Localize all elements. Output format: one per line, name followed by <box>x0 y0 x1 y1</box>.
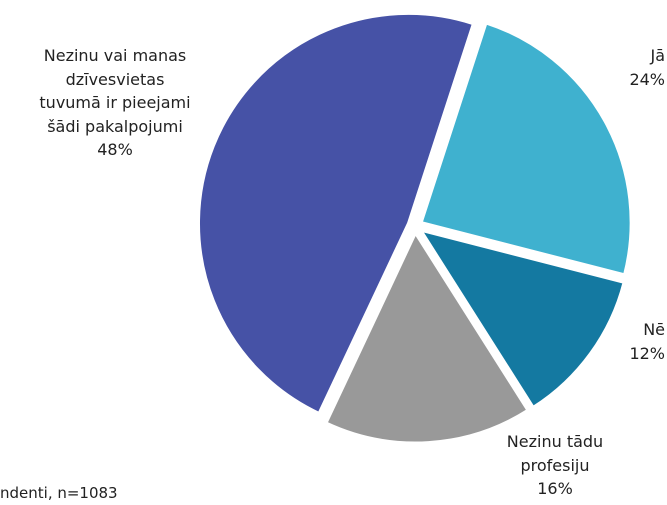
pie-slice <box>417 227 626 410</box>
slice-value-label: 16% <box>537 479 573 498</box>
footnote: ndenti, n=1083 <box>0 484 118 502</box>
slice-category-label: Nezinu tādu profesiju <box>506 432 604 475</box>
slice-value-label: 24% <box>629 69 665 89</box>
slice-value-label: 12% <box>629 343 665 363</box>
slice-category-label: Nezinu vai manas dzīvesvietas tuvumā ir … <box>39 46 191 136</box>
pie-slice <box>324 229 531 445</box>
pie-slice <box>196 12 476 416</box>
slice-category-label: Nē <box>643 320 665 339</box>
slice-value-label: 48% <box>97 140 133 159</box>
slice-label: Jā 24% <box>560 44 665 91</box>
pie-slice <box>419 21 633 277</box>
slice-label: Nē 12% <box>560 318 665 365</box>
slice-category-label: Jā <box>650 46 665 65</box>
slice-label: Nezinu tādu profesiju 16% <box>470 430 640 501</box>
slice-label: Nezinu vai manas dzīvesvietas tuvumā ir … <box>10 44 220 162</box>
